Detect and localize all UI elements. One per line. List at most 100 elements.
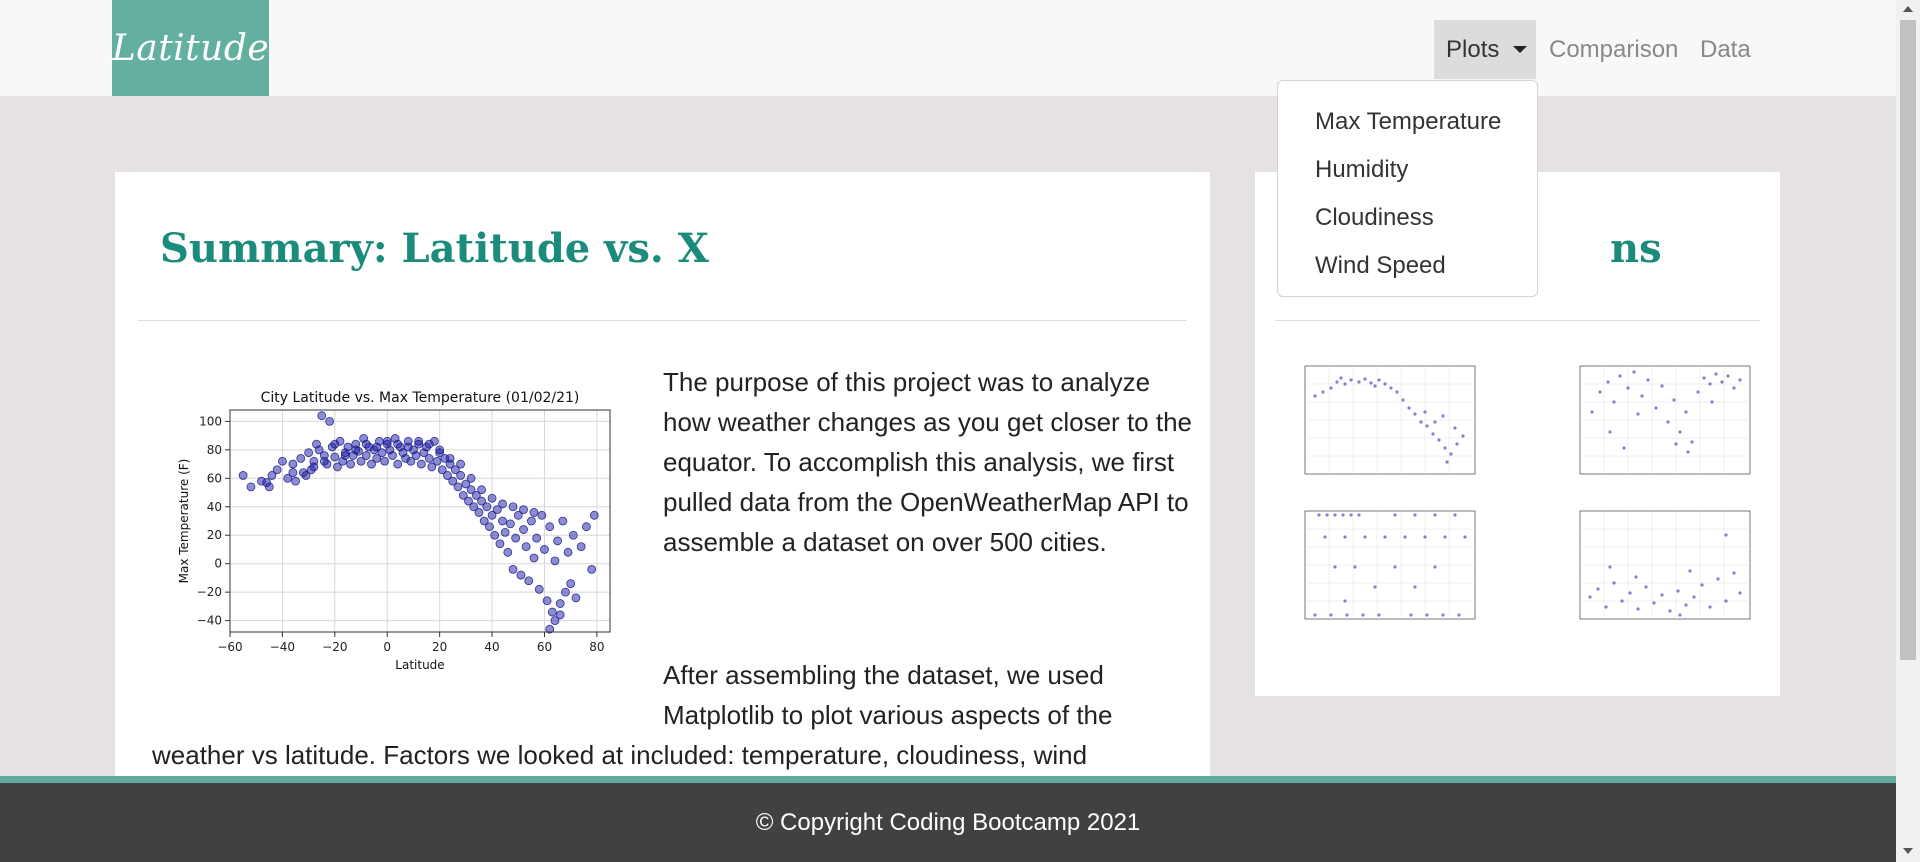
footer-accent-line — [0, 776, 1896, 783]
data-point — [461, 479, 471, 489]
summary-paragraph-1: The purpose of this project was to analy… — [663, 367, 1192, 557]
scroll-down-arrow-icon[interactable] — [1903, 848, 1913, 854]
data-point — [503, 547, 513, 557]
data-point — [288, 459, 298, 469]
data-point — [288, 468, 298, 478]
nav-plots-dropdown[interactable]: Plots — [1434, 20, 1536, 79]
x-tick-label: 40 — [484, 640, 499, 654]
data-point — [435, 445, 445, 455]
data-point — [550, 556, 560, 566]
data-point — [487, 493, 497, 503]
data-point — [542, 596, 552, 606]
data-point — [540, 545, 549, 554]
x-tick-label: 60 — [537, 640, 552, 654]
y-tick-label: 100 — [199, 414, 222, 428]
navbar: Latitude Plots Comparison Data — [0, 0, 1896, 96]
data-point — [555, 610, 565, 620]
y-tick-label: 60 — [207, 471, 222, 485]
data-point — [485, 522, 494, 532]
thumb-wind-speed[interactable] — [1550, 497, 1760, 637]
caret-down-icon — [1513, 46, 1528, 53]
summary-title: Summary: Latitude vs. X — [160, 225, 709, 272]
menu-item-humidity[interactable]: Humidity — [1315, 156, 1409, 183]
nav-comparison[interactable]: Comparison — [1549, 35, 1679, 63]
data-point — [272, 465, 282, 475]
max-temperature-chart[interactable]: −60 −40 −20 0 20 40 60 80 −40 −20 0 20 40 60 80 100 City… — [160, 372, 630, 692]
data-point — [519, 505, 528, 515]
thumb-cloudiness[interactable] — [1275, 497, 1485, 637]
data-point — [403, 442, 413, 452]
data-point — [471, 490, 481, 500]
data-point — [506, 519, 515, 529]
data-point — [443, 471, 452, 480]
data-point — [456, 459, 466, 469]
data-point — [453, 482, 463, 492]
data-point — [330, 452, 340, 462]
y-tick-label: 80 — [207, 443, 222, 457]
data-point — [582, 522, 591, 532]
data-point — [356, 456, 366, 466]
data-point — [526, 516, 536, 526]
menu-item-wind-speed[interactable]: Wind Speed — [1315, 252, 1446, 279]
data-point — [508, 564, 518, 574]
data-point — [490, 530, 500, 540]
data-point — [351, 445, 361, 455]
data-point — [576, 542, 586, 552]
data-point — [238, 471, 248, 480]
data-point — [319, 456, 329, 466]
data-point — [466, 473, 476, 483]
data-point — [445, 453, 455, 463]
thumb-max-temperature[interactable] — [1275, 352, 1485, 492]
data-point — [291, 476, 300, 486]
brand-logo[interactable]: Latitude — [112, 0, 269, 96]
plot-frame — [229, 409, 611, 633]
y-tick-label: 0 — [214, 557, 222, 571]
thumb-humidity[interactable] — [1550, 352, 1760, 492]
data-point — [589, 510, 599, 520]
data-point — [568, 530, 578, 540]
data-point — [561, 587, 570, 597]
scroll-up-arrow-icon[interactable] — [1903, 6, 1913, 12]
x-axis-label: Latitude — [395, 658, 444, 672]
nav-data[interactable]: Data — [1700, 35, 1751, 63]
data-point — [464, 496, 473, 506]
data-point — [537, 510, 547, 520]
data-point — [566, 579, 576, 589]
data-point — [411, 451, 421, 460]
data-point — [508, 502, 518, 512]
divider — [138, 320, 1187, 321]
data-point — [516, 570, 526, 580]
data-point — [553, 536, 562, 546]
data-point — [382, 436, 392, 446]
data-point — [346, 459, 355, 469]
data-point — [558, 516, 568, 526]
data-point — [563, 547, 573, 557]
data-point — [427, 462, 437, 472]
y-tick-label: 20 — [207, 528, 222, 542]
x-tick-label: −40 — [270, 640, 295, 654]
data-point — [529, 553, 539, 563]
menu-item-max-temperature[interactable]: Max Temperature — [1315, 108, 1502, 135]
nav-plots-label: Plots — [1446, 35, 1500, 63]
data-point — [267, 471, 277, 480]
scrollbar-thumb[interactable] — [1900, 20, 1916, 660]
data-point — [298, 468, 308, 478]
data-point — [388, 451, 397, 460]
data-point — [532, 533, 542, 543]
data-point — [406, 456, 416, 466]
data-point — [571, 593, 581, 603]
data-point — [511, 533, 521, 543]
y-tick-label: −20 — [197, 585, 222, 599]
data-point — [424, 439, 434, 449]
divider — [1275, 320, 1760, 321]
data-point — [380, 456, 390, 466]
data-point — [361, 451, 371, 460]
data-point — [361, 439, 371, 449]
data-point — [264, 482, 274, 492]
data-point — [437, 465, 447, 475]
data-point — [448, 476, 458, 486]
data-point — [309, 462, 319, 472]
copyright-text: © Copyright Coding Bootcamp 2021 — [755, 808, 1141, 836]
x-tick-label: 20 — [432, 640, 447, 654]
menu-item-cloudiness[interactable]: Cloudiness — [1315, 204, 1434, 231]
